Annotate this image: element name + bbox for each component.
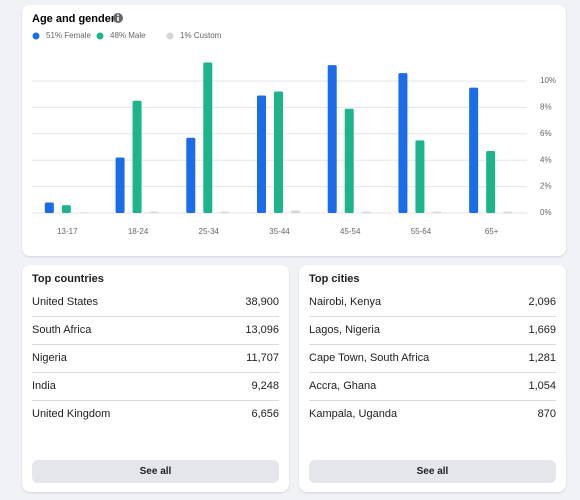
y-tick-label: 4% — [540, 155, 552, 164]
bar — [469, 87, 479, 213]
table-rows: United States 38,900 South Africa 13,096 Nig… — [32, 289, 279, 429]
legend-label: 51% Female — [46, 31, 91, 40]
bar — [257, 95, 266, 213]
row-label: Nigeria — [32, 352, 67, 364]
y-tick-label: 8% — [540, 103, 552, 112]
bar — [503, 211, 513, 213]
bar — [132, 100, 142, 213]
row-value: 13,096 — [245, 324, 279, 336]
row-label: India — [32, 380, 56, 392]
bar — [415, 140, 425, 213]
y-tick-label: 0% — [540, 208, 552, 217]
row-label: Lagos, Nigeria — [309, 324, 380, 336]
cities-card: Top cities Nairobi, Kenya 2,096 Lagos, Nige… — [299, 265, 566, 492]
table-row: United States 38,900 — [32, 289, 279, 317]
legend-swatch — [96, 32, 104, 40]
bar — [291, 210, 300, 213]
bar — [149, 211, 159, 213]
table-row: South Africa 13,096 — [32, 317, 279, 345]
table-row: Accra, Ghana 1,054 — [309, 373, 556, 401]
bar — [115, 157, 125, 213]
row-value: 38,900 — [245, 296, 279, 308]
see-all-button[interactable]: See all — [32, 460, 279, 483]
row-label: United States — [32, 296, 99, 308]
bar — [186, 137, 196, 213]
table-row: Kampala, Uganda 870 — [309, 401, 556, 429]
bar — [203, 62, 213, 213]
row-label: Nairobi, Kenya — [309, 296, 382, 308]
bar — [220, 211, 230, 213]
row-label: South Africa — [32, 324, 92, 336]
table-row: Cape Town, South Africa 1,281 — [309, 345, 556, 373]
row-label: United Kingdom — [32, 408, 111, 420]
row-label: Accra, Ghana — [309, 380, 377, 392]
row-value: 1,281 — [528, 352, 556, 364]
table-row: Nairobi, Kenya 2,096 — [309, 289, 556, 317]
x-tick-label: 55-64 — [411, 227, 432, 236]
legend-swatch — [166, 32, 174, 40]
x-tick-label: 25-34 — [199, 227, 220, 236]
table-row: United Kingdom 6,656 — [32, 401, 279, 429]
row-value: 2,096 — [528, 296, 556, 308]
row-label: Kampala, Uganda — [309, 408, 398, 420]
table-rows: Nairobi, Kenya 2,096 Lagos, Nigeria 1,669 Ca… — [309, 289, 556, 429]
age-gender-card: Age and gender 51% Female 48% Male 1% Cust… — [22, 5, 566, 256]
table-row: Nigeria 11,707 — [32, 345, 279, 373]
info-icon — [113, 13, 123, 23]
bar — [361, 211, 371, 213]
legend-label: 1% Custom — [180, 31, 222, 40]
y-tick-label: 10% — [540, 76, 556, 85]
y-tick-label: 2% — [540, 182, 552, 191]
bar — [327, 65, 337, 213]
row-value: 1,669 — [528, 324, 556, 336]
see-all-button[interactable]: See all — [309, 460, 556, 483]
legend-label: 48% Male — [110, 31, 146, 40]
bar — [398, 73, 408, 213]
x-tick-label: 13-17 — [57, 227, 78, 236]
countries-card: Top countries United States 38,900 South Af… — [22, 265, 289, 492]
table-title: Top cities — [309, 273, 360, 285]
chart-title: Age and gender — [32, 13, 116, 25]
bar — [61, 205, 71, 213]
y-tick-label: 6% — [540, 129, 552, 138]
row-value: 1,054 — [528, 380, 556, 392]
bar — [274, 91, 283, 213]
bar — [432, 211, 442, 213]
bar — [78, 212, 88, 213]
table-row: Lagos, Nigeria 1,669 — [309, 317, 556, 345]
x-tick-label: 45-54 — [340, 227, 361, 236]
table-row: India 9,248 — [32, 373, 279, 401]
x-tick-label: 65+ — [485, 227, 499, 236]
bar — [486, 150, 496, 213]
row-value: 9,248 — [251, 380, 279, 392]
x-tick-label: 18-24 — [128, 227, 149, 236]
row-value: 870 — [537, 408, 556, 420]
row-label: Cape Town, South Africa — [309, 352, 430, 364]
x-tick-label: 35-44 — [269, 227, 290, 236]
bar — [44, 202, 54, 213]
legend-swatch — [32, 32, 40, 40]
chart: Age and gender 51% Female 48% Male 1% Cust… — [32, 13, 556, 236]
row-value: 6,656 — [251, 408, 279, 420]
bar — [344, 108, 354, 213]
table-title: Top countries — [32, 273, 104, 285]
row-value: 11,707 — [246, 352, 279, 364]
